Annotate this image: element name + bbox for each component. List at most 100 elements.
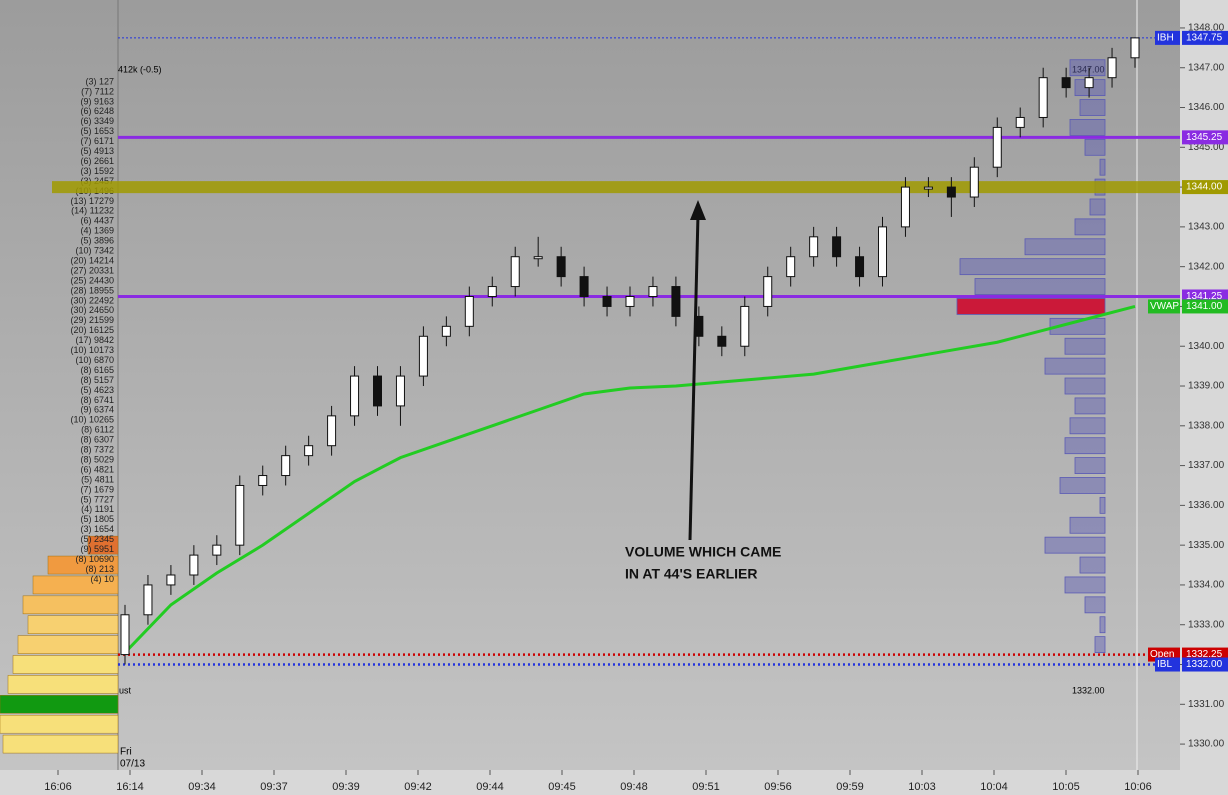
y-tick-label: 1336.00 bbox=[1188, 500, 1225, 511]
profile-label: (7) 1679 bbox=[80, 484, 114, 494]
candle-body bbox=[625, 295, 635, 307]
candle-body bbox=[900, 186, 910, 228]
candle-body bbox=[235, 484, 245, 546]
date-label: 07/13 bbox=[120, 759, 145, 770]
candle-body bbox=[143, 584, 153, 616]
profile-label: (5) 4623 bbox=[80, 385, 114, 395]
candle-body bbox=[281, 455, 291, 477]
candle-body bbox=[395, 375, 405, 407]
right-profile-bar bbox=[1074, 457, 1106, 474]
candle-body bbox=[510, 256, 520, 288]
profile-label: (8) 6307 bbox=[80, 435, 114, 445]
profile-label: (3) 1592 bbox=[80, 166, 114, 176]
profile-label: (30) 24650 bbox=[70, 305, 114, 315]
candle-body bbox=[832, 236, 842, 258]
right-profile-bar bbox=[1064, 337, 1106, 355]
profile-label: (20) 14214 bbox=[70, 255, 114, 265]
candle-body bbox=[763, 276, 773, 307]
right-profile-bar bbox=[1099, 158, 1106, 176]
profile-label: (5) 7727 bbox=[80, 494, 114, 504]
profile-label: (8) 213 bbox=[85, 564, 114, 574]
level-value: 1332.00 bbox=[1186, 659, 1223, 670]
y-tick-label: 1342.00 bbox=[1188, 261, 1225, 272]
right-profile-bar bbox=[1099, 616, 1106, 634]
profile-label: (30) 22492 bbox=[70, 295, 114, 305]
profile-label: (10) 6870 bbox=[75, 355, 114, 365]
candle-body bbox=[1038, 77, 1048, 118]
right-profile-bar bbox=[974, 278, 1106, 295]
left-profile-bar bbox=[22, 595, 119, 615]
y-tick-label: 1343.00 bbox=[1188, 222, 1225, 233]
right-profile-bar bbox=[1024, 238, 1106, 256]
profile-label: (5) 4913 bbox=[80, 146, 114, 156]
x-tick-label: 10:03 bbox=[908, 781, 936, 793]
candle-body bbox=[1130, 37, 1140, 59]
low-mark: 1332.00 bbox=[1072, 685, 1105, 695]
left-profile-bar bbox=[32, 575, 119, 595]
candle-body bbox=[878, 226, 887, 278]
candle-body bbox=[1084, 77, 1094, 89]
profile-label: (8) 7372 bbox=[80, 445, 114, 455]
profile-label: (7) 6171 bbox=[80, 136, 114, 146]
y-tick-label: 1340.00 bbox=[1188, 341, 1225, 352]
right-profile-bar bbox=[1089, 198, 1106, 216]
candle-body bbox=[327, 415, 337, 447]
profile-label: (29) 21599 bbox=[70, 315, 114, 325]
x-tick-label: 09:59 bbox=[836, 781, 864, 793]
profile-label: (8) 10690 bbox=[75, 554, 114, 564]
profile-label: (6) 4821 bbox=[80, 464, 114, 474]
candle-body bbox=[441, 325, 451, 337]
profile-label: (4) 1369 bbox=[80, 226, 114, 236]
level-name: Open bbox=[1150, 649, 1174, 660]
level-tag bbox=[1182, 299, 1228, 314]
left-profile-bar bbox=[7, 675, 119, 694]
candle-body bbox=[373, 375, 382, 407]
candle-body bbox=[304, 445, 314, 457]
x-tick-label: 16:14 bbox=[116, 781, 144, 793]
profile-label: (5) 3896 bbox=[80, 236, 114, 246]
candle-body bbox=[602, 295, 612, 307]
x-tick-label: 09:51 bbox=[692, 781, 720, 793]
level-name-tag bbox=[1155, 30, 1180, 45]
x-tick-label: 10:04 bbox=[980, 781, 1008, 793]
profile-label: (8) 6112 bbox=[81, 425, 114, 435]
vwap-line bbox=[123, 304, 1136, 654]
right-profile-bar bbox=[1069, 119, 1106, 136]
x-tick-label: 16:06 bbox=[44, 781, 72, 793]
candle-body bbox=[1107, 57, 1117, 79]
right-profile-bar bbox=[1059, 477, 1106, 494]
profile-label: (28) 18955 bbox=[70, 285, 114, 295]
day-label: Fri bbox=[120, 747, 132, 758]
right-profile-bar bbox=[1079, 99, 1106, 116]
level-value: 1344.00 bbox=[1186, 182, 1223, 193]
profile-label: (8) 5029 bbox=[80, 454, 114, 464]
level-name-tag bbox=[1155, 657, 1180, 672]
ib-volume: 412k (-0.5) bbox=[118, 64, 162, 74]
y-tick-label: 1335.00 bbox=[1188, 540, 1225, 551]
x-tick-label: 09:42 bbox=[404, 781, 432, 793]
profile-label: (5) 4811 bbox=[81, 474, 114, 484]
left-profile-bar bbox=[47, 555, 119, 575]
left-profile-bar bbox=[0, 714, 119, 734]
right-profile-bar bbox=[1064, 437, 1106, 455]
candle-body bbox=[1061, 77, 1071, 89]
profile-label: (5) 1805 bbox=[80, 514, 114, 524]
candle-body bbox=[648, 286, 658, 297]
profile-label: (10) 7342 bbox=[75, 246, 114, 256]
right-profile-bar bbox=[959, 258, 1106, 276]
right-profile-bar bbox=[1079, 556, 1106, 574]
x-tick-label: 09:45 bbox=[548, 781, 576, 793]
plot-background bbox=[0, 0, 1180, 770]
right-profile-bar bbox=[1064, 377, 1106, 395]
candle-body bbox=[809, 236, 819, 258]
annotation-arrow bbox=[688, 214, 700, 541]
left-profile-bar bbox=[87, 535, 119, 555]
right-profile-bar bbox=[1064, 576, 1106, 594]
x-tick-label: 09:48 bbox=[620, 781, 648, 793]
profile-label: (3) 1654 bbox=[80, 524, 114, 534]
right-profile-bar bbox=[1074, 397, 1106, 415]
candle-body bbox=[786, 256, 796, 278]
y-tick-label: 1333.00 bbox=[1188, 619, 1225, 630]
arrow-head bbox=[690, 200, 706, 220]
y-tick-label: 1345.00 bbox=[1188, 142, 1225, 153]
